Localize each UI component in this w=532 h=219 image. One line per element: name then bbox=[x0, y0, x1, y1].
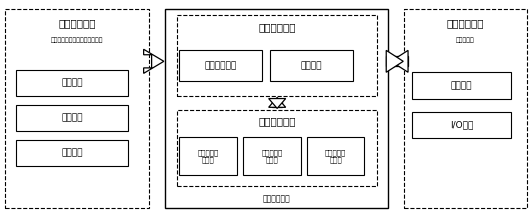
FancyBboxPatch shape bbox=[404, 9, 527, 208]
FancyBboxPatch shape bbox=[307, 137, 364, 175]
Text: 图像增强噪
声处理: 图像增强噪 声处理 bbox=[197, 149, 219, 163]
Text: （服务器）: （服务器） bbox=[456, 38, 475, 43]
Polygon shape bbox=[269, 99, 286, 108]
FancyBboxPatch shape bbox=[177, 110, 377, 186]
Text: I/O接口: I/O接口 bbox=[450, 120, 473, 129]
FancyBboxPatch shape bbox=[177, 15, 377, 96]
Polygon shape bbox=[272, 99, 282, 107]
FancyBboxPatch shape bbox=[5, 9, 149, 208]
Polygon shape bbox=[391, 50, 408, 72]
Text: 广角相机: 广角相机 bbox=[61, 79, 82, 88]
FancyBboxPatch shape bbox=[165, 9, 388, 208]
FancyBboxPatch shape bbox=[412, 72, 511, 99]
Text: 物体识别参
数估计: 物体识别参 数估计 bbox=[325, 149, 346, 163]
Text: 图像采集单元: 图像采集单元 bbox=[59, 18, 96, 28]
Text: 图像处理软件: 图像处理软件 bbox=[258, 117, 296, 127]
Text: 图像处理系统: 图像处理系统 bbox=[263, 195, 290, 204]
FancyBboxPatch shape bbox=[16, 140, 128, 166]
Text: 通讯接口单元: 通讯接口单元 bbox=[447, 18, 484, 28]
Polygon shape bbox=[386, 57, 408, 66]
FancyBboxPatch shape bbox=[270, 50, 353, 81]
FancyBboxPatch shape bbox=[16, 70, 128, 96]
Polygon shape bbox=[269, 97, 286, 107]
Text: 存储单元: 存储单元 bbox=[301, 61, 322, 70]
Text: 图像分割特
征提取: 图像分割特 征提取 bbox=[261, 149, 282, 163]
Text: 特动云台: 特动云台 bbox=[61, 149, 82, 158]
Polygon shape bbox=[386, 50, 403, 72]
Text: 通信接口: 通信接口 bbox=[451, 81, 472, 90]
Text: 长焦相机: 长焦相机 bbox=[61, 114, 82, 123]
Text: 图像处理单元: 图像处理单元 bbox=[204, 61, 237, 70]
FancyBboxPatch shape bbox=[243, 137, 301, 175]
FancyBboxPatch shape bbox=[16, 105, 128, 131]
FancyBboxPatch shape bbox=[412, 112, 511, 138]
Polygon shape bbox=[144, 49, 164, 73]
FancyBboxPatch shape bbox=[179, 50, 262, 81]
FancyBboxPatch shape bbox=[179, 137, 237, 175]
Text: 图像处理单元: 图像处理单元 bbox=[258, 22, 296, 32]
Text: （图像采集系统中的硬件系统）: （图像采集系统中的硬件系统） bbox=[51, 38, 103, 43]
